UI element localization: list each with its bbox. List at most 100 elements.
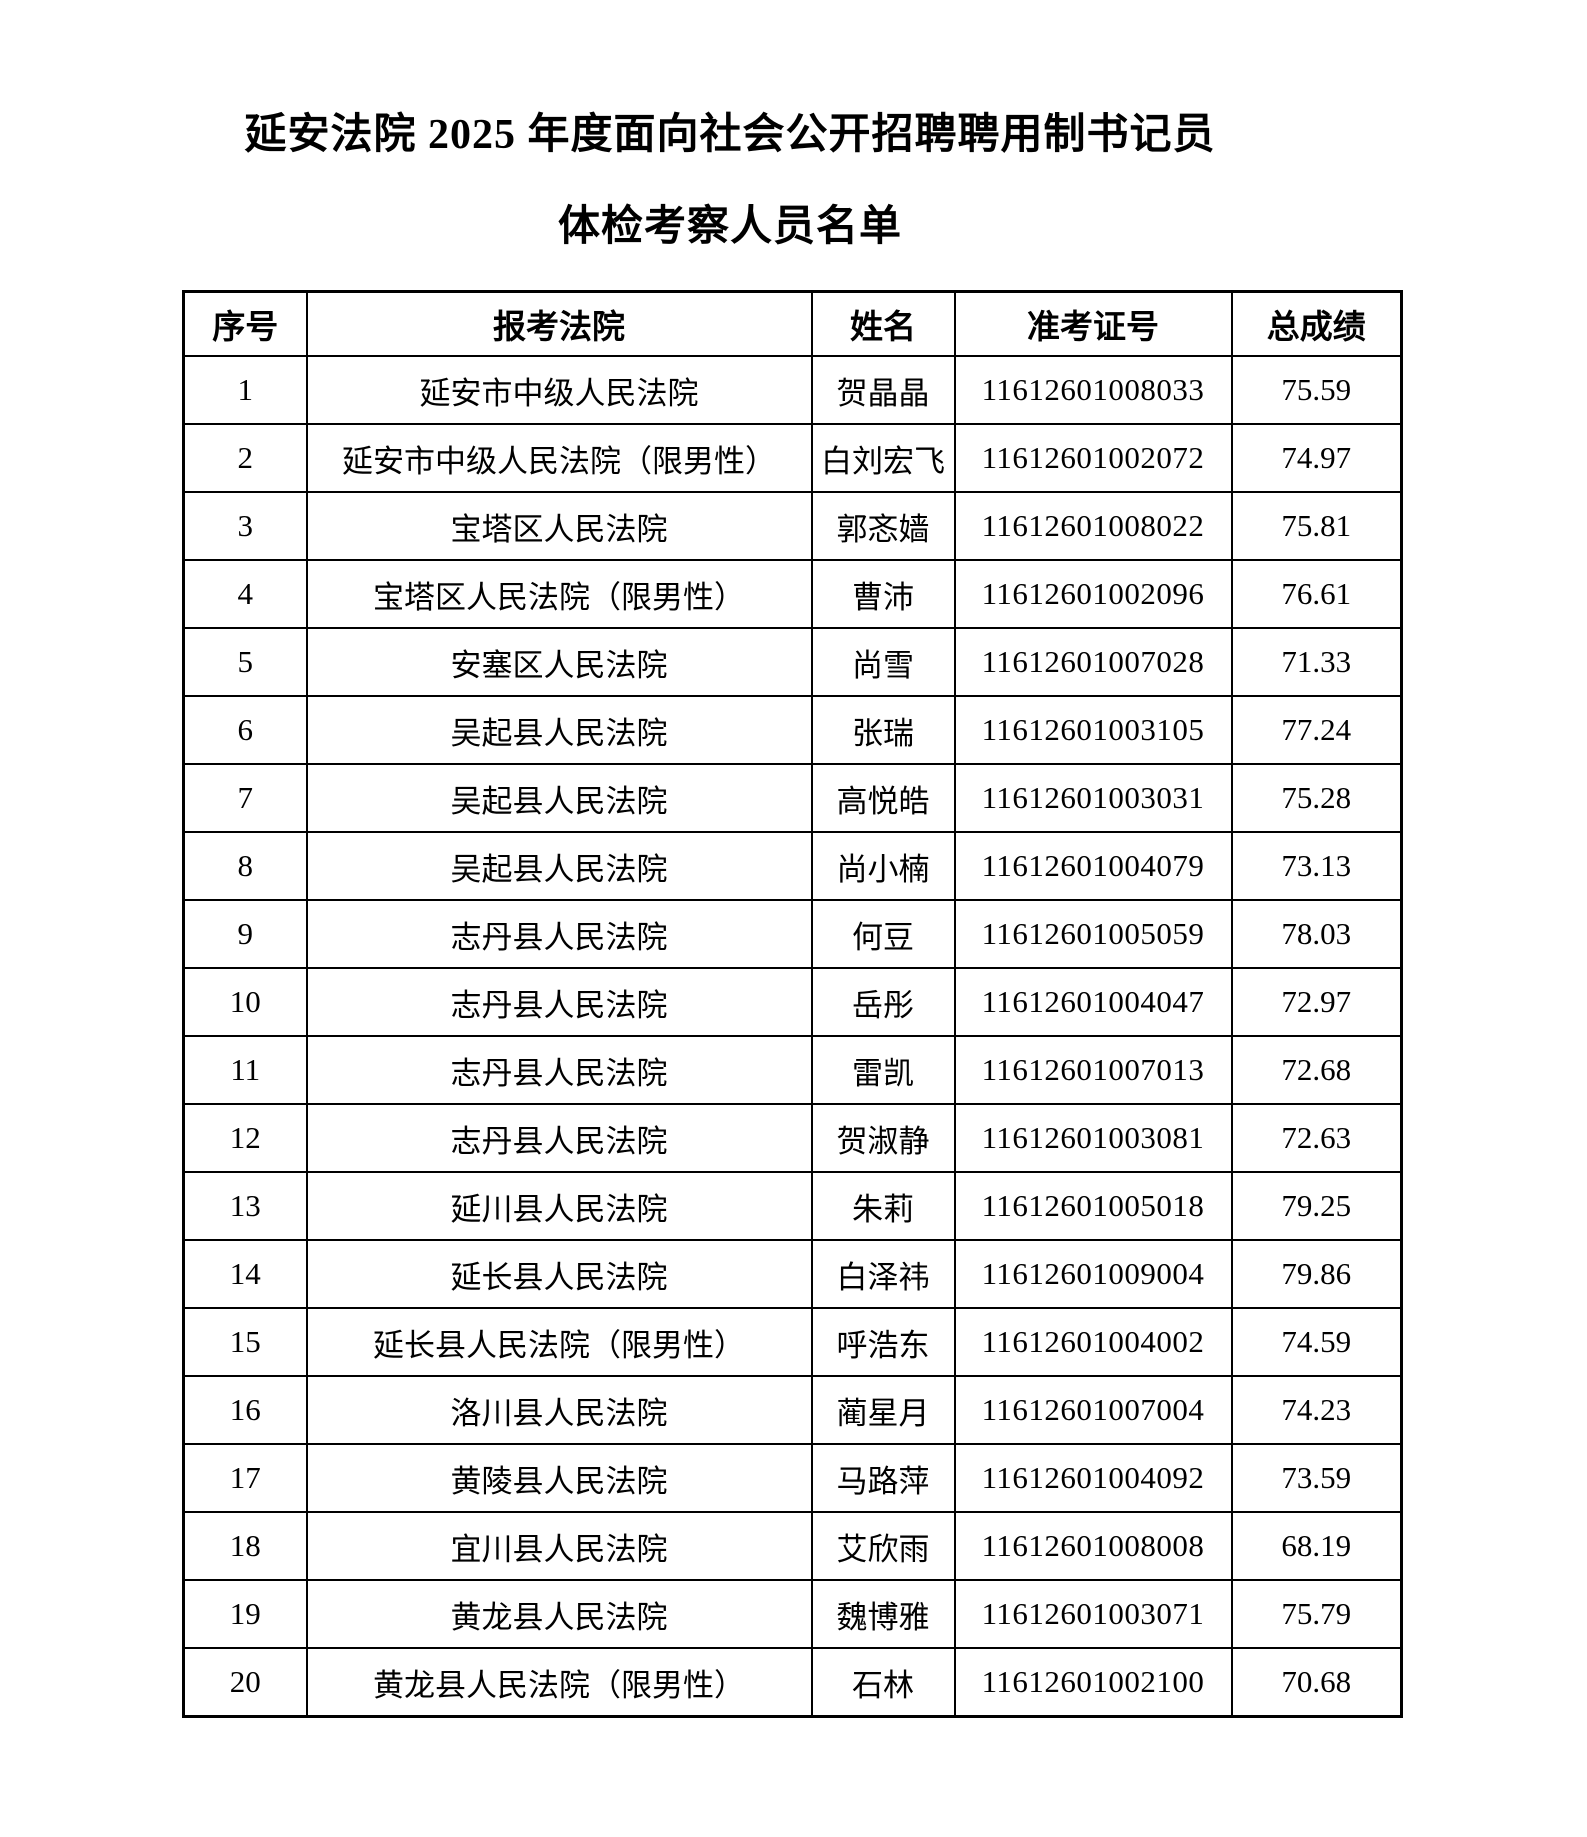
table-cell-ticket: 11612601002072	[953, 423, 1233, 493]
table-cell-ticket: 11612601005059	[953, 899, 1233, 969]
table-row: 3 宝塔区人民法院 郭忞嫱 11612601008022 75.81	[182, 491, 1403, 561]
table-row: 19 黄龙县人民法院 魏博雅 11612601003071 75.79	[182, 1579, 1403, 1649]
table-cell-score: 74.59	[1230, 1307, 1403, 1377]
table-cell-court: 洛川县人民法院	[305, 1375, 813, 1445]
table-cell-name: 白刘宏飞	[810, 423, 956, 493]
table-cell-index: 16	[182, 1375, 308, 1445]
table-cell-index: 17	[182, 1443, 308, 1513]
table-cell-name: 白泽祎	[810, 1239, 956, 1309]
table-cell-index: 12	[182, 1103, 308, 1173]
table-cell-name: 石林	[810, 1647, 956, 1718]
table-cell-court: 志丹县人民法院	[305, 899, 813, 969]
table-cell-court: 吴起县人民法院	[305, 831, 813, 901]
table-cell-score: 75.28	[1230, 763, 1403, 833]
table-cell-score: 79.25	[1230, 1171, 1403, 1241]
table-cell-score: 78.03	[1230, 899, 1403, 969]
table-cell-name: 贺淑静	[810, 1103, 956, 1173]
table-row: 7 吴起县人民法院 高悦皓 11612601003031 75.28	[182, 763, 1403, 833]
table-cell-name: 魏博雅	[810, 1579, 956, 1649]
table-cell-name: 郭忞嫱	[810, 491, 956, 561]
table-cell-index: 11	[182, 1035, 308, 1105]
table-cell-court: 志丹县人民法院	[305, 1103, 813, 1173]
table-cell-index: 19	[182, 1579, 308, 1649]
table-cell-name: 雷凯	[810, 1035, 956, 1105]
table-header-col-ticket: 准考证号	[953, 290, 1233, 357]
table-cell-name: 岳彤	[810, 967, 956, 1037]
table-cell-ticket: 11612601004002	[953, 1307, 1233, 1377]
table-cell-ticket: 11612601007013	[953, 1035, 1233, 1105]
table-cell-court: 宝塔区人民法院（限男性）	[305, 559, 813, 629]
table-row: 17 黄陵县人民法院 马路萍 11612601004092 73.59	[182, 1443, 1403, 1513]
table-row: 20 黄龙县人民法院（限男性） 石林 11612601002100 70.68	[182, 1647, 1403, 1718]
table-cell-name: 尚雪	[810, 627, 956, 697]
table-cell-ticket: 11612601002100	[953, 1647, 1233, 1718]
table-cell-score: 79.86	[1230, 1239, 1403, 1309]
table-cell-index: 10	[182, 967, 308, 1037]
table-cell-score: 75.59	[1230, 355, 1403, 425]
table-cell-index: 1	[182, 355, 308, 425]
table-cell-index: 13	[182, 1171, 308, 1241]
table-cell-court: 延安市中级人民法院	[305, 355, 813, 425]
table-cell-index: 3	[182, 491, 308, 561]
table-cell-ticket: 11612601008033	[953, 355, 1233, 425]
table-row: 9 志丹县人民法院 何豆 11612601005059 78.03	[182, 899, 1403, 969]
table-row: 8 吴起县人民法院 尚小楠 11612601004079 73.13	[182, 831, 1403, 901]
table-cell-court: 延长县人民法院（限男性）	[305, 1307, 813, 1377]
table-cell-name: 马路萍	[810, 1443, 956, 1513]
table-row: 15 延长县人民法院（限男性） 呼浩东 11612601004002 74.59	[182, 1307, 1403, 1377]
table-cell-ticket: 11612601003081	[953, 1103, 1233, 1173]
table-cell-court: 延安市中级人民法院（限男性）	[305, 423, 813, 493]
table-row: 11 志丹县人民法院 雷凯 11612601007013 72.68	[182, 1035, 1403, 1105]
table-row: 12 志丹县人民法院 贺淑静 11612601003081 72.63	[182, 1103, 1403, 1173]
table-cell-court: 吴起县人民法院	[305, 695, 813, 765]
table-cell-court: 黄龙县人民法院（限男性）	[305, 1647, 813, 1718]
table-cell-ticket: 11612601009004	[953, 1239, 1233, 1309]
table-cell-ticket: 11612601002096	[953, 559, 1233, 629]
table-cell-name: 朱莉	[810, 1171, 956, 1241]
table-cell-index: 9	[182, 899, 308, 969]
table-cell-ticket: 11612601004047	[953, 967, 1233, 1037]
table-header-col-index: 序号	[182, 290, 308, 357]
table-cell-score: 72.97	[1230, 967, 1403, 1037]
table-row: 6 吴起县人民法院 张瑞 11612601003105 77.24	[182, 695, 1403, 765]
table-cell-score: 73.13	[1230, 831, 1403, 901]
table-cell-index: 4	[182, 559, 308, 629]
table-cell-score: 75.81	[1230, 491, 1403, 561]
table-cell-ticket: 11612601007004	[953, 1375, 1233, 1445]
table-cell-court: 吴起县人民法院	[305, 763, 813, 833]
table-cell-ticket: 11612601003071	[953, 1579, 1233, 1649]
table-cell-name: 张瑞	[810, 695, 956, 765]
table-cell-court: 延长县人民法院	[305, 1239, 813, 1309]
table-row: 10 志丹县人民法院 岳彤 11612601004047 72.97	[182, 967, 1403, 1037]
table-cell-ticket: 11612601008022	[953, 491, 1233, 561]
table-cell-court: 安塞区人民法院	[305, 627, 813, 697]
table-cell-name: 曹沛	[810, 559, 956, 629]
table-cell-ticket: 11612601004079	[953, 831, 1233, 901]
table-cell-score: 75.79	[1230, 1579, 1403, 1649]
table-cell-court: 志丹县人民法院	[305, 967, 813, 1037]
table-cell-score: 76.61	[1230, 559, 1403, 629]
table-cell-index: 15	[182, 1307, 308, 1377]
table-cell-court: 黄陵县人民法院	[305, 1443, 813, 1513]
table-cell-ticket: 11612601008008	[953, 1511, 1233, 1581]
table-cell-name: 尚小楠	[810, 831, 956, 901]
table-header-row: 序号 报考法院 姓名 准考证号 总成绩	[182, 290, 1403, 357]
table-cell-score: 74.23	[1230, 1375, 1403, 1445]
table-row: 14 延长县人民法院 白泽祎 11612601009004 79.86	[182, 1239, 1403, 1309]
table-cell-court: 志丹县人民法院	[305, 1035, 813, 1105]
table-cell-court: 延川县人民法院	[305, 1171, 813, 1241]
table-cell-score: 70.68	[1230, 1647, 1403, 1718]
table-cell-score: 71.33	[1230, 627, 1403, 697]
table-row: 5 安塞区人民法院 尚雪 11612601007028 71.33	[182, 627, 1403, 697]
table-header-col-name: 姓名	[810, 290, 956, 357]
table-row: 18 宜川县人民法院 艾欣雨 11612601008008 68.19	[182, 1511, 1403, 1581]
table-cell-court: 宝塔区人民法院	[305, 491, 813, 561]
table-cell-score: 73.59	[1230, 1443, 1403, 1513]
table-cell-index: 2	[182, 423, 308, 493]
table-cell-name: 艾欣雨	[810, 1511, 956, 1581]
table-cell-name: 何豆	[810, 899, 956, 969]
table-cell-court: 宜川县人民法院	[305, 1511, 813, 1581]
table-cell-score: 77.24	[1230, 695, 1403, 765]
table-cell-score: 74.97	[1230, 423, 1403, 493]
